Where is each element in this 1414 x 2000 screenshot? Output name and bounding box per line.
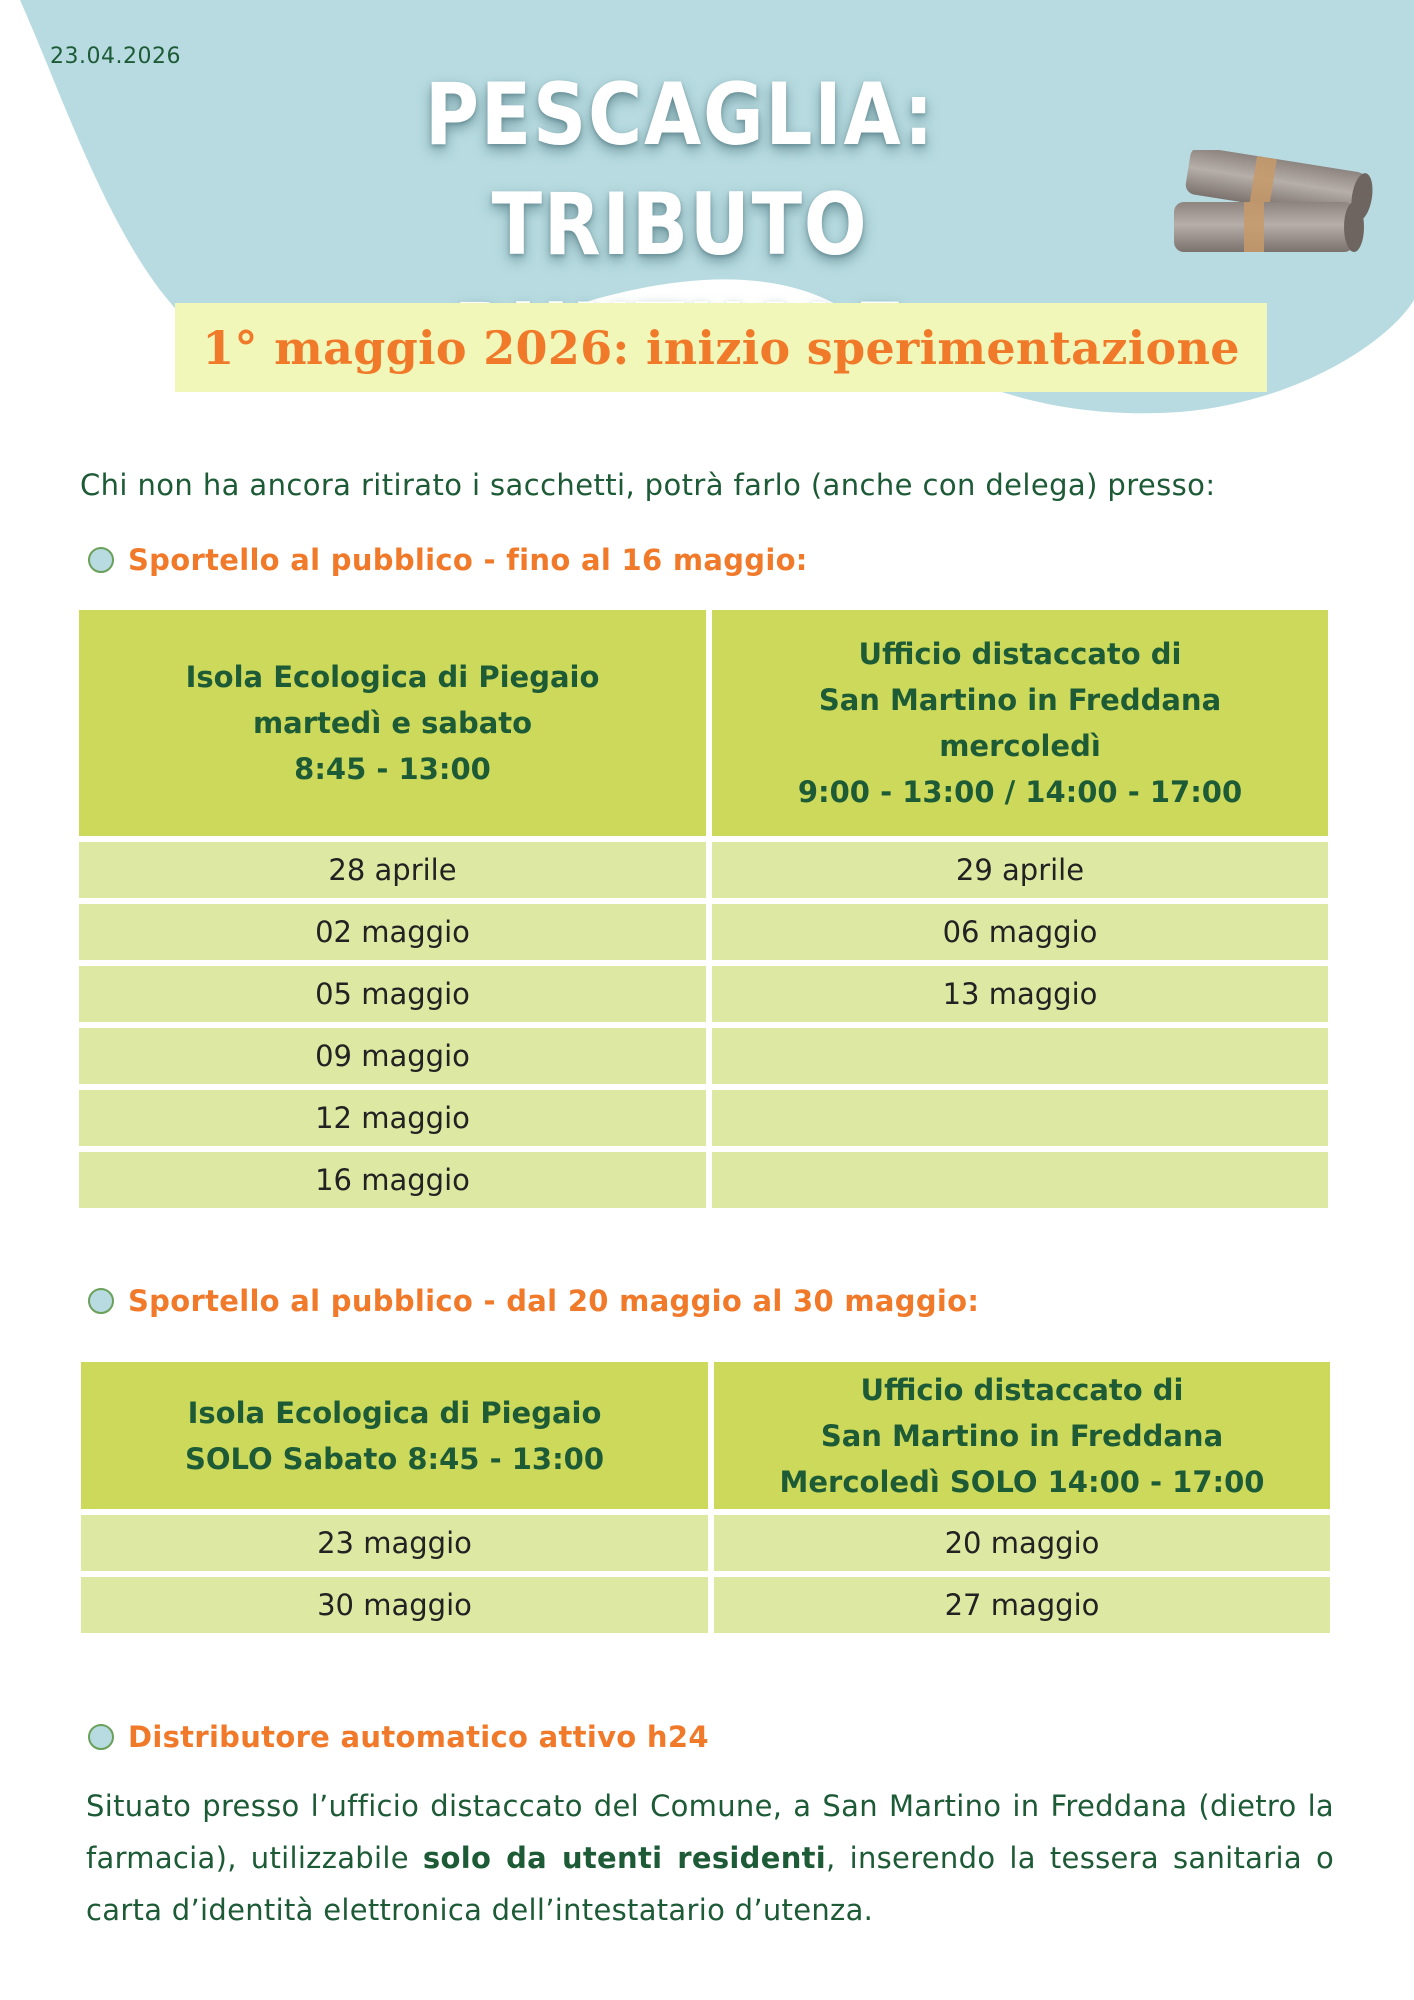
section-heading-label: Sportello al pubblico - fino al 16 maggi… [128,543,808,577]
header-line: Isola Ecologica di Piegaio [187,1395,602,1430]
subtitle: 1° maggio 2026: inizio sperimentazione [202,320,1240,375]
table-header-san-martino: Ufficio distaccato di San Martino in Fre… [712,610,1328,836]
table-cell-date: 13 maggio [712,966,1328,1022]
header-line: 8:45 - 13:00 [294,752,491,786]
table-cell-empty [712,1028,1328,1084]
header-line: 9:00 - 13:00 / 14:00 - 17:00 [797,775,1243,809]
table-cell-empty [712,1152,1328,1208]
table-cell-date: 05 maggio [79,966,706,1022]
table-cell-date: 28 aprile [79,842,706,898]
garbage-bag-rolls-image [1174,150,1373,252]
header-line: San Martino in Freddana [820,1418,1224,1453]
schedule-table-20-30-may: Isola Ecologica di Piegaio SOLO Sabato 8… [81,1362,1330,1633]
intro-text: Chi non ha ancora ritirato i sacchetti, … [80,468,1216,502]
subtitle-banner: 1° maggio 2026: inizio sperimentazione [175,303,1267,392]
desc-text: , inserendo la tessera sanitaria o carta… [86,1841,1334,1927]
header-line: martedì e sabato [252,706,533,740]
section-heading-2: Sportello al pubblico - dal 20 maggio al… [88,1284,979,1318]
publication-date: 23.04.2026 [50,44,181,69]
section-heading-1: Sportello al pubblico - fino al 16 maggi… [88,543,808,577]
section-heading-label: Distributore automatico attivo h24 [128,1720,709,1754]
table-cell-date: 02 maggio [79,904,706,960]
header-line: Ufficio distaccato di [858,637,1182,671]
desc-text: Situato presso l’ufficio distaccato del … [86,1789,1334,1875]
table-cell-date: 27 maggio [714,1577,1330,1633]
circle-bullet-icon [88,1724,114,1750]
header-line: mercoledì [939,729,1101,763]
header-line: Ufficio distaccato di [860,1372,1184,1407]
table-cell-date: 20 maggio [714,1515,1330,1571]
table-header-piegaio: Isola Ecologica di Piegaio martedì e sab… [79,610,706,836]
desc-bold-text: solo da utenti residenti [422,1841,827,1875]
header-line: SOLO Sabato 8:45 - 13:00 [184,1441,605,1476]
table-cell-empty [712,1090,1328,1146]
table-cell-date: 12 maggio [79,1090,706,1146]
table-cell-date: 30 maggio [81,1577,708,1633]
table-header-piegaio: Isola Ecologica di Piegaio SOLO Sabato 8… [81,1362,708,1509]
header-line: Mercoledì SOLO 14:00 - 17:00 [779,1464,1265,1499]
table-cell-date: 16 maggio [79,1152,706,1208]
circle-bullet-icon [88,547,114,573]
table-header-san-martino: Ufficio distaccato di San Martino in Fre… [714,1362,1330,1509]
section-heading-label: Sportello al pubblico - dal 20 maggio al… [128,1284,980,1318]
header-line: Isola Ecologica di Piegaio [185,660,600,694]
circle-bullet-icon [88,1288,114,1314]
table-cell-date: 09 maggio [79,1028,706,1084]
header-line: San Martino in Freddana [818,683,1222,717]
table-cell-date: 23 maggio [81,1515,708,1571]
table-cell-date: 06 maggio [712,904,1328,960]
title-line-1: PESCAGLIA: [424,65,936,165]
section-heading-3: Distributore automatico attivo h24 [88,1720,709,1754]
table-cell-date: 29 aprile [712,842,1328,898]
schedule-table-until-16-may: Isola Ecologica di Piegaio martedì e sab… [79,610,1328,1208]
vending-machine-description: Situato presso l’ufficio distaccato del … [86,1780,1334,1936]
